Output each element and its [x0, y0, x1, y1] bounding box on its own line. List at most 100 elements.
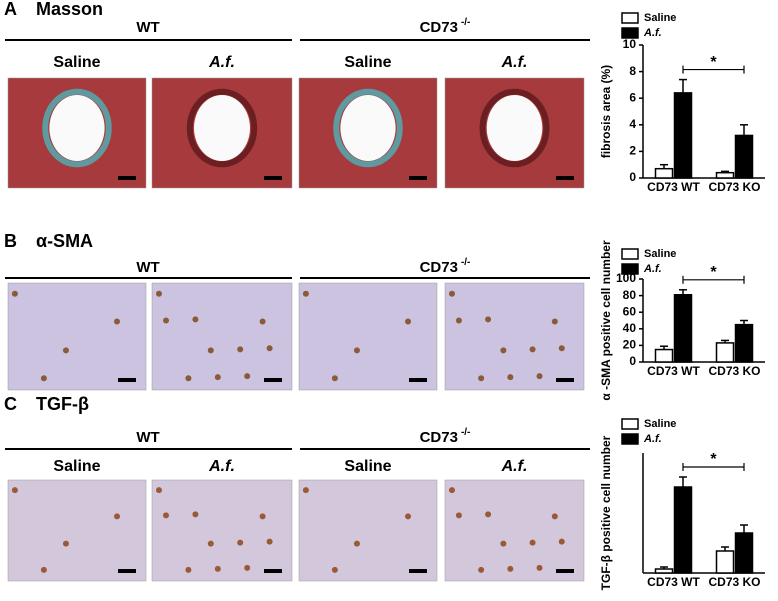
condition-label: Saline: [344, 458, 391, 475]
stain-spot: [266, 345, 273, 352]
stain-spot: [529, 346, 536, 353]
scale-bar: [118, 176, 136, 180]
bar: [734, 134, 754, 179]
stain-spot: [455, 512, 462, 519]
stain-spot: [500, 347, 507, 354]
airway-lumen: [194, 95, 250, 161]
panel-letter: C: [4, 394, 17, 414]
stain-spot: [237, 539, 244, 546]
stain-spot: [448, 487, 455, 494]
scale-bar: [556, 569, 574, 573]
condition-label: A.f.: [208, 54, 235, 71]
legend-label: Saline: [644, 12, 676, 24]
legend-label: A.f.: [643, 263, 662, 275]
stain-spot: [185, 375, 192, 382]
condition-label: Saline: [53, 458, 100, 475]
stain-spot: [163, 512, 169, 519]
bar: [654, 348, 674, 363]
y-tick-label: 60: [623, 304, 637, 318]
stain-spot: [192, 511, 199, 518]
y-tick-label: 4: [629, 117, 636, 131]
scale-bar: [118, 569, 136, 573]
legend-swatch: [621, 263, 639, 275]
airway-wall: [42, 88, 112, 168]
group-label: WT: [136, 19, 159, 36]
y-axis-label: TGF-β positive cell number: [599, 435, 613, 590]
stain-spot: [302, 487, 309, 494]
stain-spot: [478, 375, 485, 382]
micrograph: [151, 282, 293, 391]
group-label: CD73 -/-: [420, 257, 471, 276]
micrograph: [7, 282, 147, 391]
y-tick-label: 80: [623, 288, 637, 302]
bar: [734, 532, 754, 574]
scale-bar: [264, 176, 282, 180]
scale-bar: [556, 176, 574, 180]
micrograph: [151, 479, 293, 582]
x-tick-label: CD73 WT: [647, 180, 700, 194]
stain-spot: [558, 538, 565, 545]
micrograph: [7, 479, 147, 582]
group-name: WT: [136, 19, 159, 36]
stain-spot: [353, 347, 360, 354]
x-tick-label: CD73 KO: [708, 180, 760, 194]
group-superscript: -/-: [461, 257, 470, 268]
bar: [654, 568, 674, 574]
stain-spot: [11, 487, 18, 494]
group-name: WT: [136, 259, 159, 276]
scale-bar: [409, 569, 427, 573]
stain-spot: [405, 513, 412, 520]
legend-label: A.f.: [643, 27, 662, 39]
condition-label: Saline: [53, 54, 100, 71]
stain-spot: [478, 566, 485, 573]
micrograph: [298, 282, 438, 391]
stain-spot: [163, 317, 169, 324]
stain-spot: [11, 290, 18, 297]
panel-title: α-SMA: [36, 231, 93, 251]
stain-spot: [536, 564, 543, 571]
y-axis-label: α -SMA positive cell number: [599, 240, 613, 401]
stain-spot: [62, 540, 69, 547]
stain-spot: [259, 318, 266, 325]
group-label: WT: [136, 429, 159, 446]
airway-lumen: [340, 95, 396, 161]
legend-label: Saline: [644, 418, 676, 430]
airway-wall: [186, 88, 258, 168]
stain-spot: [62, 347, 69, 354]
airway-lumen: [49, 95, 105, 161]
group-name: WT: [136, 429, 159, 446]
scale-bar: [556, 378, 574, 382]
stain-spot: [259, 513, 266, 520]
x-tick-label: CD73 KO: [708, 575, 760, 589]
stain-spot: [40, 566, 47, 573]
stain-spot: [214, 565, 221, 572]
bar: [673, 294, 693, 363]
panel-title: Masson: [36, 0, 103, 19]
group-name: CD73: [420, 259, 458, 276]
stain-spot: [207, 347, 214, 354]
legend-label: A.f.: [643, 433, 662, 445]
x-tick-label: CD73 WT: [647, 364, 700, 378]
stain-spot: [353, 540, 360, 547]
stain-spot: [114, 318, 121, 325]
group-name: CD73: [420, 19, 458, 36]
scale-bar: [264, 569, 282, 573]
legend-swatch: [621, 433, 639, 445]
airway-wall: [479, 88, 550, 168]
stain-spot: [529, 539, 536, 546]
bar: [734, 323, 754, 363]
panel-title: TGF-β: [36, 394, 89, 414]
stain-spot: [551, 318, 558, 325]
condition-label: A.f.: [501, 458, 528, 475]
stain-spot: [485, 316, 492, 323]
bar: [715, 550, 735, 574]
condition-label: A.f.: [501, 54, 528, 71]
condition-label: A.f.: [208, 458, 235, 475]
legend-label: Saline: [644, 248, 676, 260]
stain-spot: [114, 513, 121, 520]
condition-label: Saline: [344, 54, 391, 71]
micrograph: [444, 282, 585, 391]
y-tick-label: 0: [629, 170, 636, 184]
bar: [673, 486, 693, 574]
stain-spot: [558, 345, 565, 352]
